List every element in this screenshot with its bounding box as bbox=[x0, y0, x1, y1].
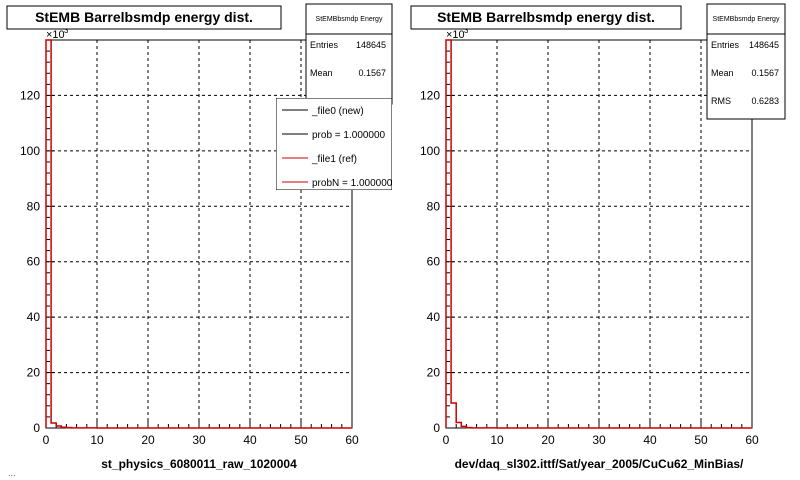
y-tick-label: 120 bbox=[20, 88, 40, 102]
legend-label: _file0 (new) bbox=[311, 106, 364, 117]
x-tick-label: 30 bbox=[592, 433, 606, 447]
y-multiplier-label: ×10 bbox=[46, 29, 65, 41]
stats-label: Mean bbox=[711, 68, 734, 78]
stats-label: Entries bbox=[310, 40, 339, 50]
x-tick-label: 50 bbox=[294, 433, 308, 447]
legend-label: _file1 (ref) bbox=[311, 154, 357, 165]
legend-label: prob = 1.000000 bbox=[312, 130, 386, 141]
y-tick-label: 100 bbox=[20, 144, 40, 158]
x-tick-label: 60 bbox=[745, 433, 759, 447]
series-line bbox=[445, 39, 752, 429]
stats-value: 148645 bbox=[356, 40, 386, 50]
y-tick-label: 0 bbox=[433, 421, 440, 435]
y-multiplier-exponent: 3 bbox=[464, 26, 469, 35]
y-tick-label: 40 bbox=[427, 310, 441, 324]
chart-panel-2: 0 10 20 30 40 50 60 0 20 40 60 80 100 120 ×10 3 dev/daq_… bbox=[410, 3, 786, 471]
x-tick-label: 50 bbox=[694, 433, 708, 447]
chart-panel-1: 0 10 20 30 40 50 60 0 20 40 60 80 100 120 ×10 3 st_physi… bbox=[6, 3, 393, 471]
y-tick-label: 80 bbox=[27, 199, 41, 213]
x-tick-label: 0 bbox=[43, 433, 50, 447]
y-tick-label: 20 bbox=[427, 366, 441, 380]
x-tick-label: 40 bbox=[243, 433, 257, 447]
y-tick-label: 120 bbox=[420, 88, 440, 102]
legend: _file0 (new) prob = 1.000000 _file1 (ref) p… bbox=[276, 98, 393, 190]
stats-box bbox=[706, 3, 786, 120]
x-tick-label: 60 bbox=[345, 433, 359, 447]
y-tick-label: 60 bbox=[27, 255, 41, 269]
x-tick-label: 10 bbox=[490, 433, 504, 447]
stats-label: Entries bbox=[711, 40, 740, 50]
stats-label: RMS bbox=[711, 96, 731, 106]
y-tick-label: 60 bbox=[427, 255, 441, 269]
stats-box bbox=[305, 3, 393, 105]
y-tick-label: 40 bbox=[27, 310, 41, 324]
stats-title: StEMBbsmdp Energy bbox=[713, 16, 780, 23]
x-tick-label: 10 bbox=[90, 433, 104, 447]
title-box bbox=[6, 5, 282, 30]
x-axis-label: dev/daq_sl302.ittf/Sat/year_2005/CuCu62_… bbox=[455, 457, 744, 471]
x-tick-label: 40 bbox=[643, 433, 657, 447]
stats-title: StEMBbsmdp Energy bbox=[316, 16, 383, 23]
stats-value: 0.6283 bbox=[751, 96, 779, 106]
stats-value: 148645 bbox=[749, 40, 779, 50]
y-tick-label: 20 bbox=[27, 366, 41, 380]
x-tick-label: 0 bbox=[443, 433, 450, 447]
legend-label: probN = 1.000000 bbox=[312, 178, 393, 189]
x-axis-label: st_physics_6080011_raw_1020004 bbox=[101, 457, 297, 471]
x-tick-label: 20 bbox=[541, 433, 555, 447]
stats-label: Mean bbox=[310, 68, 333, 78]
x-tick-label: 30 bbox=[192, 433, 206, 447]
series-line bbox=[45, 39, 352, 429]
y-tick-label: 100 bbox=[420, 144, 440, 158]
footer-text: ... bbox=[8, 468, 16, 478]
title-box bbox=[410, 5, 682, 30]
y-tick-label: 0 bbox=[33, 421, 40, 435]
y-multiplier-exponent: 3 bbox=[64, 26, 69, 35]
legend-box bbox=[276, 98, 392, 190]
stats-value: 0.1567 bbox=[358, 68, 386, 78]
chart-title: StEMB Barrelbsmdp energy dist. bbox=[437, 9, 655, 25]
stats-value: 0.1567 bbox=[751, 68, 779, 78]
x-tick-label: 20 bbox=[141, 433, 155, 447]
y-multiplier-label: ×10 bbox=[446, 29, 465, 41]
chart-title: StEMB Barrelbsmdp energy dist. bbox=[35, 9, 253, 25]
y-tick-label: 80 bbox=[427, 199, 441, 213]
